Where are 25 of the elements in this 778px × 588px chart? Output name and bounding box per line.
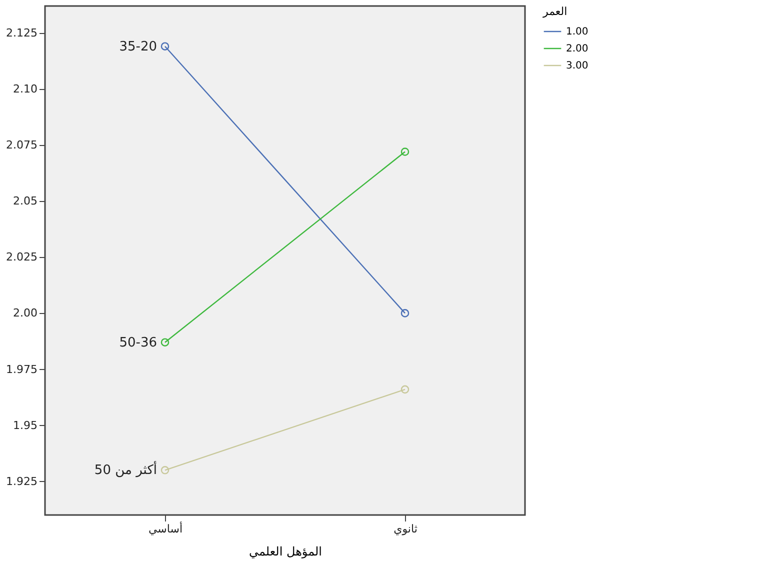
x-axis-title: المؤهل العلمي xyxy=(248,544,322,558)
legend-label: 2.00 xyxy=(566,44,588,54)
y-tick-label: 1.925 xyxy=(6,474,38,488)
y-tick-label: 1.975 xyxy=(6,362,38,376)
y-tick-label: 2.125 xyxy=(6,26,38,40)
point xyxy=(160,42,170,50)
annotation: أكثر من 50 xyxy=(94,461,157,478)
y-tick-label: 2.025 xyxy=(6,250,38,264)
annotation: 50-36 xyxy=(119,335,157,350)
legend-label: 3.00 xyxy=(566,60,588,72)
point xyxy=(400,148,410,156)
y-tick-label: 2.075 xyxy=(6,138,38,152)
y-tick-label: 2.05 xyxy=(13,194,38,208)
legend-title: العمر xyxy=(542,5,568,18)
point xyxy=(400,309,410,318)
x-tick-label: ثانوي xyxy=(394,522,418,536)
legend-label: 1.00 xyxy=(566,26,588,38)
y-tick-label: 1.95 xyxy=(13,418,38,432)
y-tick-label: 2.00 xyxy=(13,306,38,320)
x-tick-label: أساسي xyxy=(148,522,183,536)
point xyxy=(160,338,170,346)
y-tick-label: 2.10 xyxy=(13,82,38,96)
point xyxy=(400,385,410,394)
annotation: 35-20 xyxy=(119,39,157,54)
point xyxy=(160,466,170,474)
